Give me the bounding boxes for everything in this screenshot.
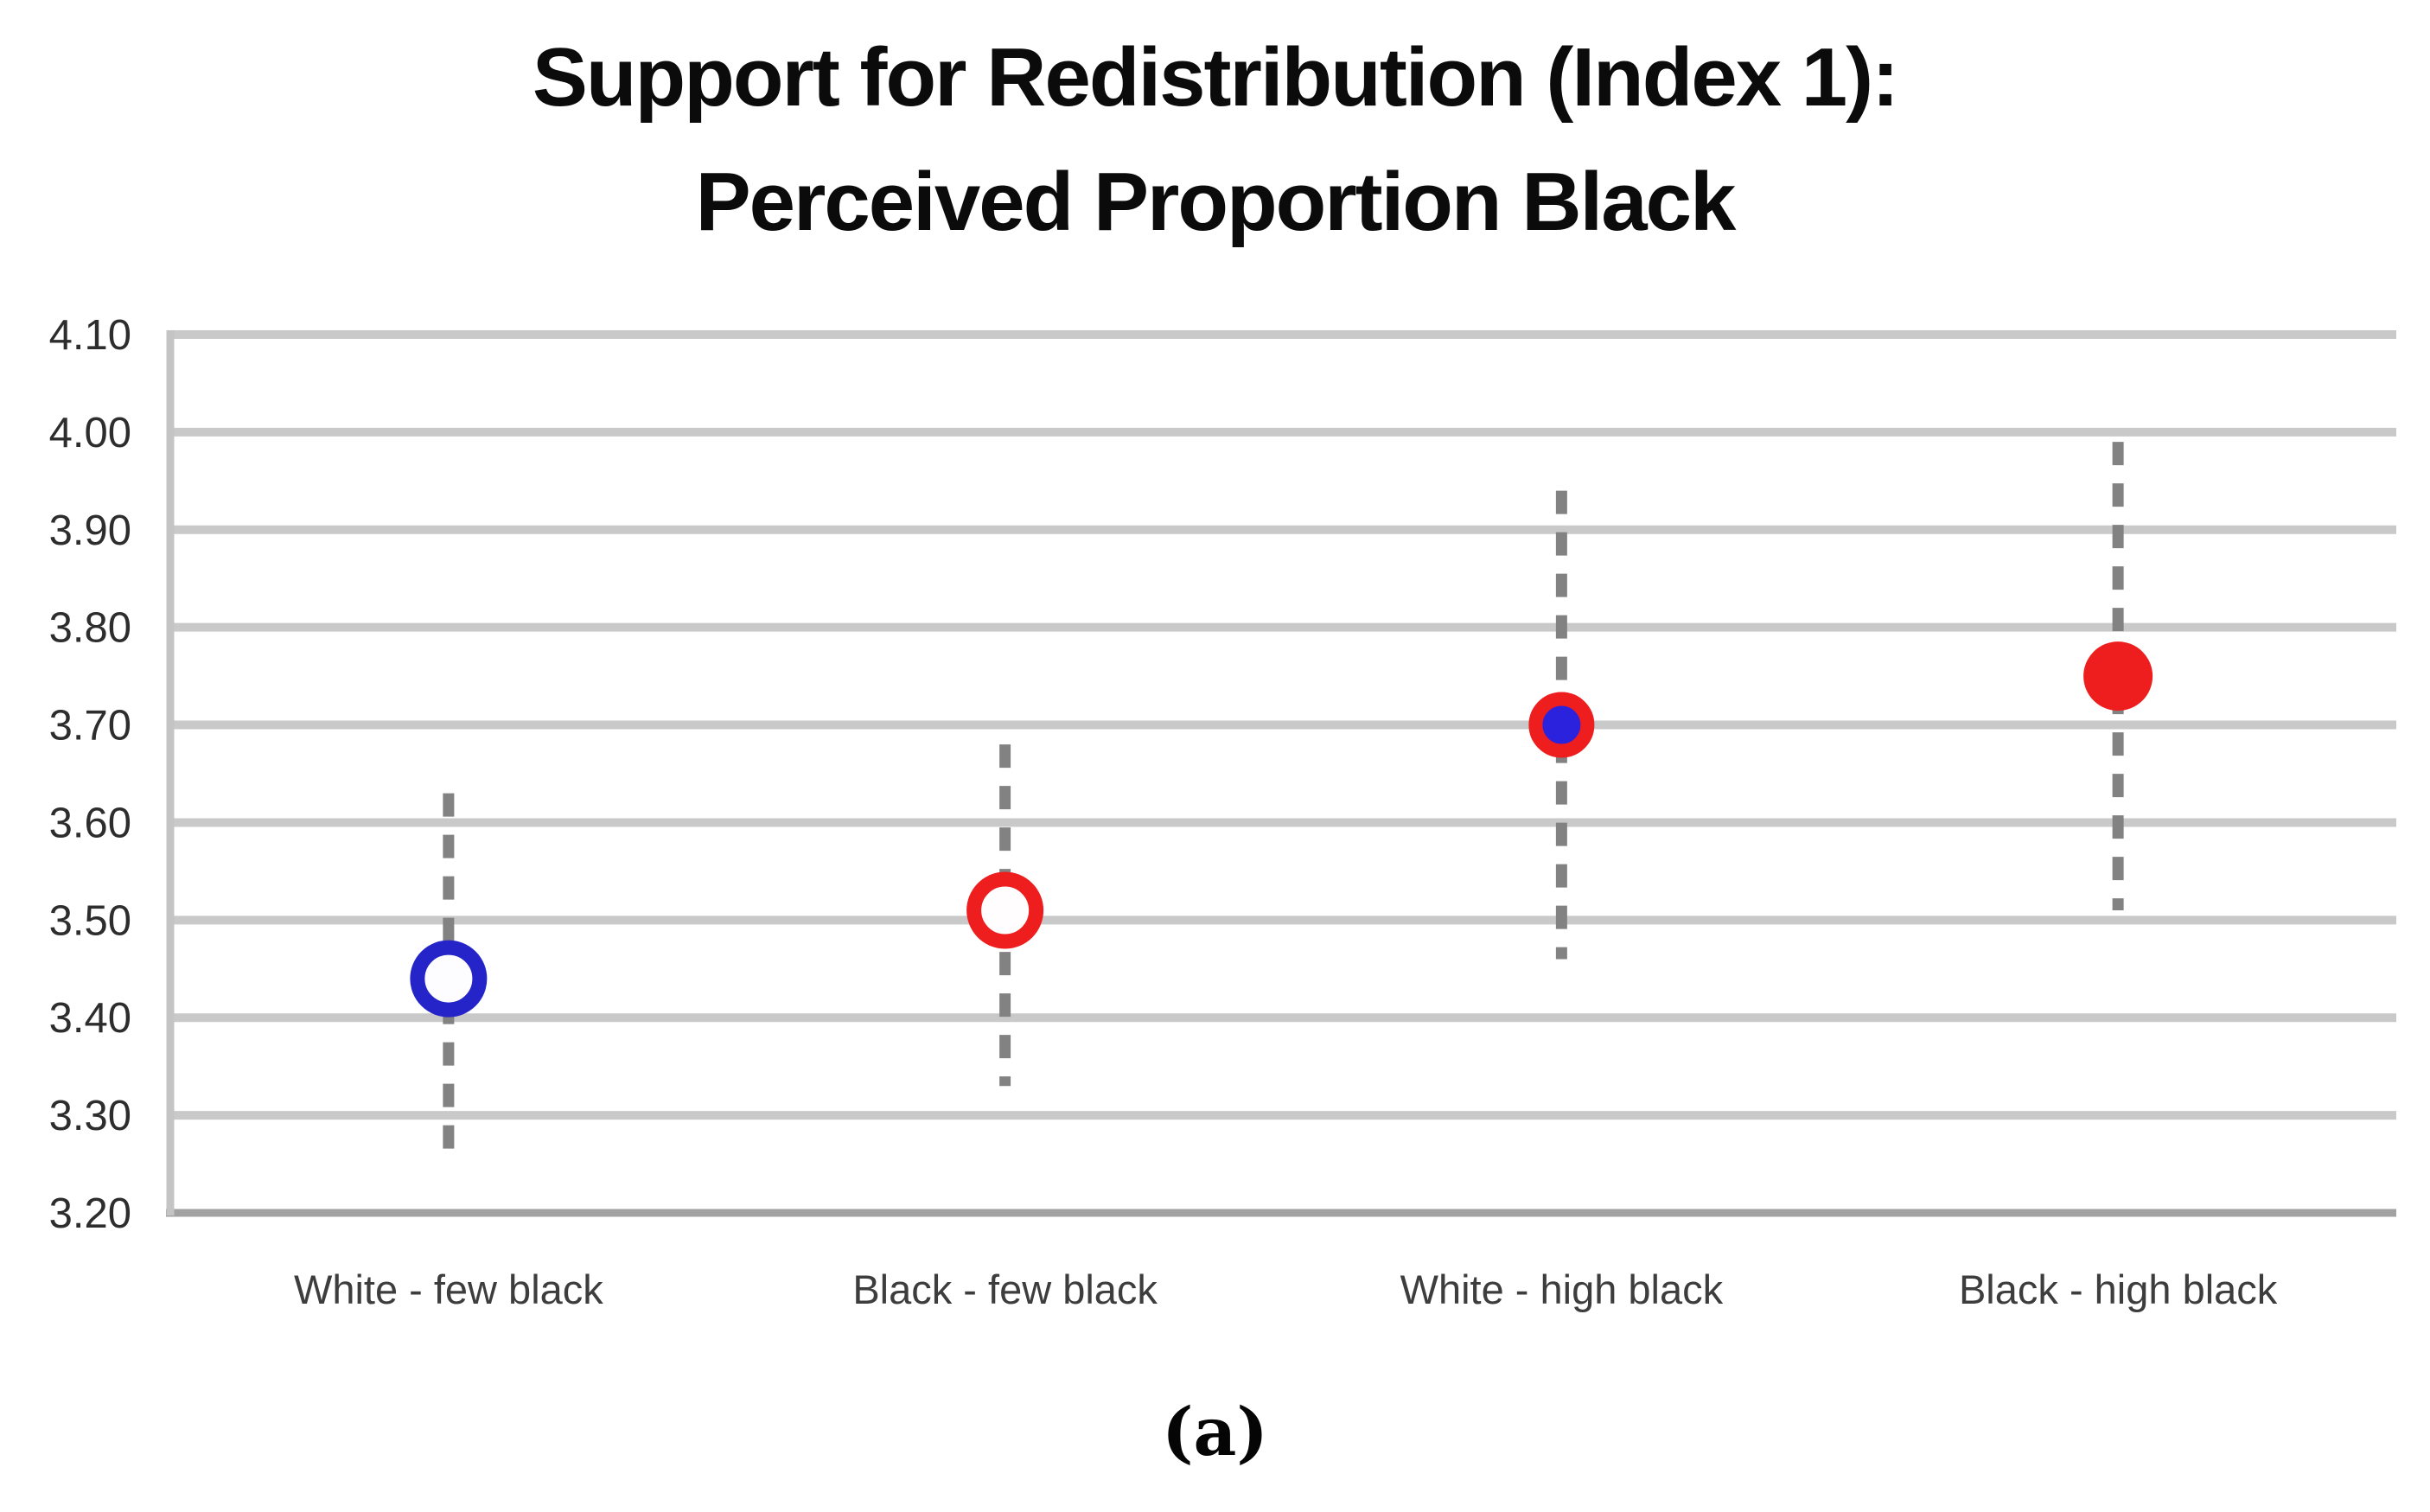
- x-category-label: White - high black: [1400, 1266, 1724, 1312]
- x-category-label: Black - high black: [1959, 1266, 2278, 1312]
- data-point-markers-group: [410, 641, 2153, 1018]
- data-point-marker: [1528, 692, 1595, 758]
- panel-label: (a): [1162, 1394, 1268, 1471]
- y-tick-label: 3.20: [49, 1190, 131, 1237]
- x-category-label: Black - few black: [852, 1266, 1158, 1312]
- y-tick-labels-group: 4.10 4.00 3.90 3.80 3.70 3.60 3.50 3.40 3.30 3.20: [49, 312, 131, 1237]
- data-point-marker: [966, 871, 1044, 949]
- y-tick-label: 3.50: [49, 897, 131, 944]
- y-tick-label: 3.30: [49, 1093, 131, 1139]
- x-category-label: White - few black: [294, 1266, 603, 1312]
- data-point-marker: [410, 940, 488, 1018]
- x-category-labels-group: White - few black Black - few black White …: [294, 1266, 2278, 1312]
- y-tick-label: 3.70: [49, 703, 131, 750]
- y-tick-label: 4.10: [49, 312, 131, 359]
- axes-group: [166, 330, 2396, 1217]
- chart-title-line1: Support for Redistribution (Index 1):: [532, 31, 1899, 124]
- error-bars-group: [443, 442, 2124, 1164]
- y-tick-label: 4.00: [49, 410, 131, 456]
- chart-title: Support for Redistribution (Index 1): Pe…: [0, 16, 2430, 265]
- chart-title-line2: Perceived Proportion Black: [695, 156, 1737, 248]
- y-tick-label: 3.90: [49, 507, 131, 554]
- y-tick-label: 3.40: [49, 995, 131, 1042]
- y-tick-label: 3.80: [49, 605, 131, 652]
- gridlines-group: [170, 330, 2396, 1120]
- y-tick-label: 3.60: [49, 800, 131, 846]
- data-point-marker: [2083, 641, 2153, 711]
